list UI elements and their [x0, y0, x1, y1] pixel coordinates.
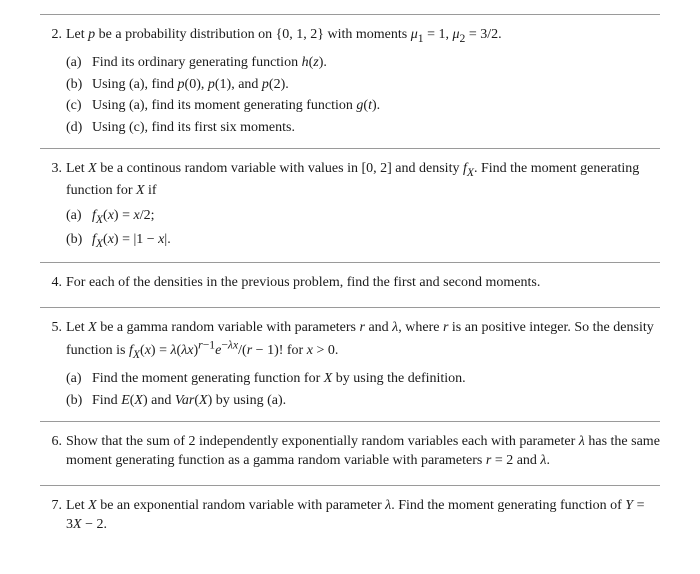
subpart-a: (a) Find the moment generating function …	[66, 369, 660, 389]
problem-number: 2.	[40, 25, 62, 45]
subpart-label: (a)	[66, 206, 82, 226]
subpart-label: (b)	[66, 75, 82, 95]
subpart-label: (c)	[66, 96, 82, 116]
subpart-text: fX(x) = |1 − x|.	[92, 232, 171, 247]
subpart-a: (a) fX(x) = x/2;	[66, 206, 660, 228]
problem-text: Let X be an exponential random variable …	[66, 498, 645, 533]
problem-text: Let X be a gamma random variable with pa…	[66, 320, 654, 358]
problem-stem: 2. Let p be a probability distribution o…	[40, 25, 660, 47]
subpart-text: Using (a), find its moment generating fu…	[92, 98, 380, 113]
subpart-label: (d)	[66, 118, 82, 138]
problem-text: For each of the densities in the previou…	[66, 275, 540, 290]
problem-stem: 6. Show that the sum of 2 independently …	[40, 432, 660, 471]
problem-stem: 5. Let X be a gamma random variable with…	[40, 318, 660, 363]
subpart-b: (b) fX(x) = |1 − x|.	[66, 230, 660, 252]
subpart-text: Using (a), find p(0), p(1), and p(2).	[92, 77, 289, 92]
problem-number: 3.	[40, 159, 62, 179]
subparts: (a) Find its ordinary generating functio…	[40, 53, 660, 137]
subpart-text: Find the moment generating function for …	[92, 371, 466, 386]
problem-stem: 4. For each of the densities in the prev…	[40, 273, 660, 293]
subpart-text: Using (c), find its first six moments.	[92, 120, 295, 135]
problem-number: 6.	[40, 432, 62, 452]
subpart-text: Find E(X) and Var(X) by using (a).	[92, 393, 286, 408]
problem-stem: 3. Let X be a continous random variable …	[40, 159, 660, 201]
subpart-c: (c) Using (a), find its moment generatin…	[66, 96, 660, 116]
problem-4: 4. For each of the densities in the prev…	[40, 262, 660, 307]
subpart-text: fX(x) = x/2;	[92, 208, 154, 223]
problem-stem: 7. Let X be an exponential random variab…	[40, 496, 660, 535]
subpart-text: Find its ordinary generating function h(…	[92, 55, 327, 70]
problem-7: 7. Let X be an exponential random variab…	[40, 485, 660, 549]
problem-text: Show that the sum of 2 independently exp…	[66, 434, 660, 469]
subpart-label: (a)	[66, 369, 82, 389]
subpart-label: (b)	[66, 391, 82, 411]
subparts: (a) fX(x) = x/2; (b) fX(x) = |1 − x|.	[40, 206, 660, 252]
problem-2: 2. Let p be a probability distribution o…	[40, 14, 660, 148]
subparts: (a) Find the moment generating function …	[40, 369, 660, 410]
problem-number: 5.	[40, 318, 62, 338]
subpart-d: (d) Using (c), find its first six moment…	[66, 118, 660, 138]
problem-text: Let p be a probability distribution on {…	[66, 27, 502, 42]
subpart-b: (b) Using (a), find p(0), p(1), and p(2)…	[66, 75, 660, 95]
problem-number: 7.	[40, 496, 62, 516]
problem-number: 4.	[40, 273, 62, 293]
problem-6: 6. Show that the sum of 2 independently …	[40, 421, 660, 485]
subpart-b: (b) Find E(X) and Var(X) by using (a).	[66, 391, 660, 411]
problem-text: Let X be a continous random variable wit…	[66, 161, 639, 198]
subpart-label: (b)	[66, 230, 82, 250]
problem-5: 5. Let X be a gamma random variable with…	[40, 307, 660, 421]
subpart-a: (a) Find its ordinary generating functio…	[66, 53, 660, 73]
problem-3: 3. Let X be a continous random variable …	[40, 148, 660, 263]
subpart-label: (a)	[66, 53, 82, 73]
